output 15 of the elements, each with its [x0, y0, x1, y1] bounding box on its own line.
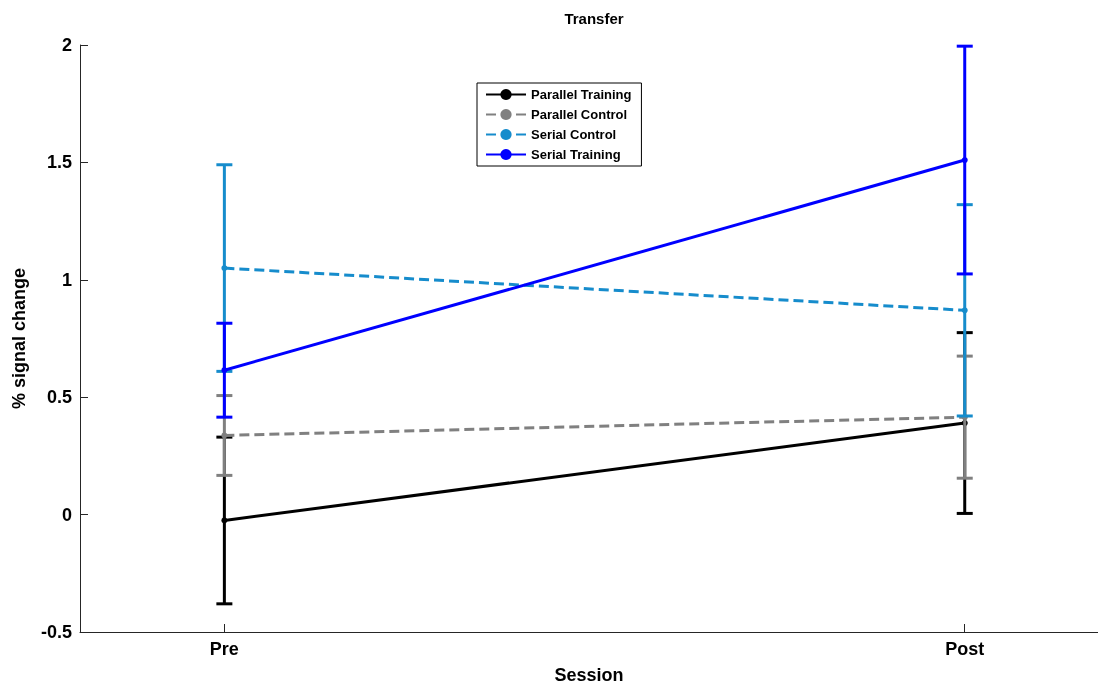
legend-label: Parallel Control	[531, 107, 628, 122]
y-tick-label: 0	[61, 504, 72, 525]
y-tick-label: 2	[61, 35, 72, 55]
y-tick-label: -0.5	[40, 622, 72, 642]
legend-label: Serial Training	[531, 147, 621, 162]
x-tick-label: Pre	[209, 639, 239, 659]
legend-label: Parallel Training	[531, 87, 632, 102]
legend-label: Serial Control	[531, 127, 617, 142]
y-tick-label: 1.5	[46, 152, 72, 173]
x-axis-title: Session	[554, 665, 624, 685]
y-axis-title: % signal change	[9, 267, 29, 410]
x-tick-label: Post	[945, 639, 985, 659]
y-tick-label: 0.5	[46, 387, 72, 408]
y-tick-label: 1	[61, 269, 72, 290]
chart-title: Transfer	[564, 10, 624, 27]
